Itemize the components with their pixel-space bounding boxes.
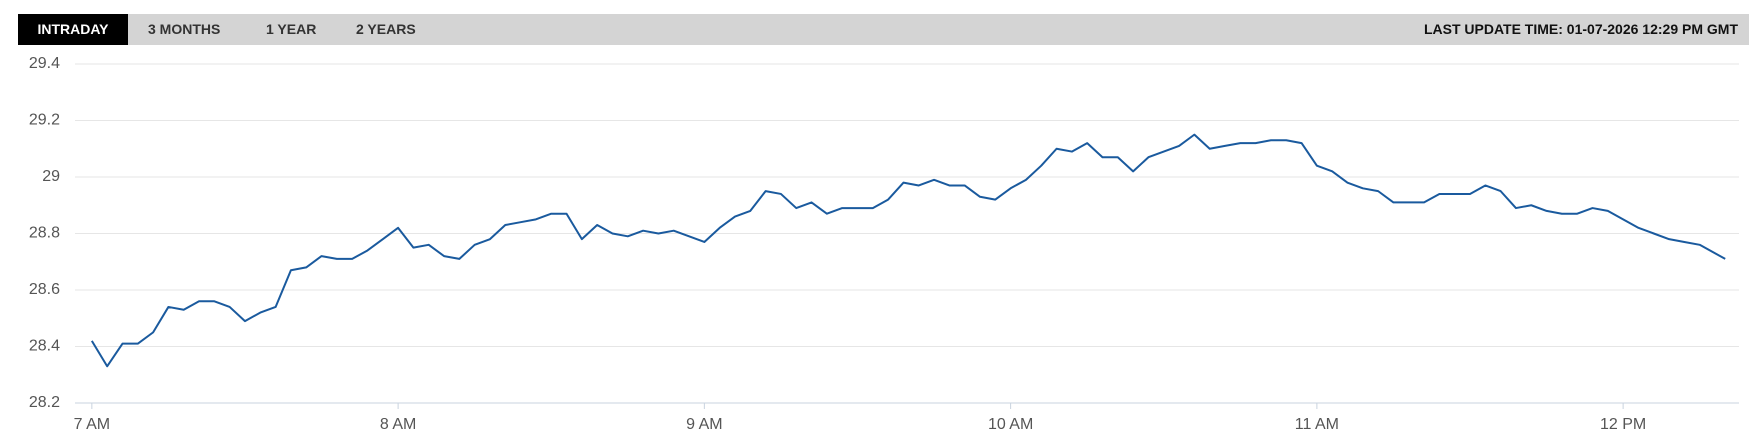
- x-tick-label: 8 AM: [380, 416, 416, 433]
- x-tick-label: 7 AM: [74, 416, 110, 433]
- x-tick-label: 12 PM: [1600, 416, 1646, 433]
- last-update: LAST UPDATE TIME: 01-07-2026 12:29 PM GM…: [1423, 21, 1738, 37]
- price-line: [90, 133, 1726, 368]
- y-tick-label: 28.6: [29, 281, 60, 298]
- y-tick-label: 29: [42, 168, 60, 185]
- tab[interactable]: 2 YEARS: [356, 21, 416, 37]
- x-tick-label: 10 AM: [988, 416, 1033, 433]
- y-tick-label: 29.4: [29, 55, 60, 72]
- x-tick-label: 9 AM: [686, 416, 722, 433]
- tab[interactable]: INTRADAY: [18, 14, 128, 45]
- tab[interactable]: 1 YEAR: [266, 21, 317, 37]
- y-tick-label: 28.4: [29, 338, 60, 355]
- y-tick-label: 28.2: [29, 394, 60, 411]
- tab[interactable]: 3 MONTHS: [148, 21, 221, 37]
- x-tick-label: 11 AM: [1295, 416, 1339, 433]
- y-tick-label: 28.8: [29, 225, 60, 242]
- toolbar: INTRADAY 3 MONTHS 1 YEAR 2 YEARS LAST UP…: [18, 14, 1749, 45]
- y-tick-label: 29.2: [29, 112, 60, 129]
